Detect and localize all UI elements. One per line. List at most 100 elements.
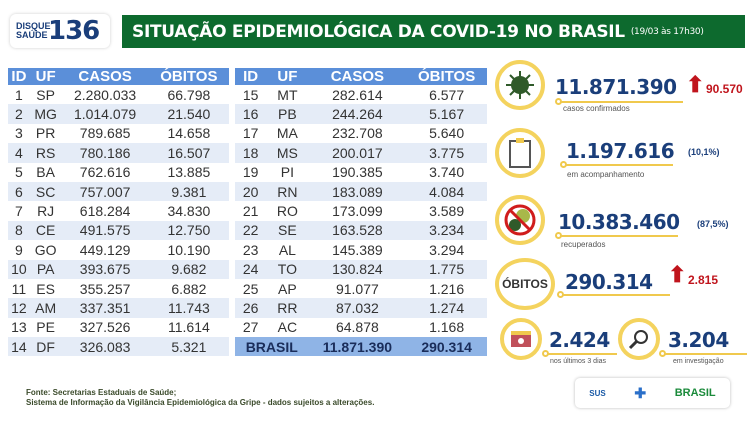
source-line2: Sistema de Informação da Vigilância Epid… bbox=[26, 398, 375, 407]
column-header: ID bbox=[8, 68, 30, 85]
table-cell: 7 bbox=[15, 203, 23, 220]
table-row: 20 RN 183.089 4.084 bbox=[235, 181, 487, 202]
confirmed-caption: casos confirmados bbox=[563, 104, 630, 113]
table-cell: 25 bbox=[242, 280, 259, 297]
table-cell: 173.099 bbox=[332, 203, 383, 220]
table-cell: MA bbox=[276, 125, 298, 142]
clipboard-icon bbox=[495, 128, 545, 178]
table-cell: 6.577 bbox=[429, 86, 465, 103]
table-cell: 1.168 bbox=[429, 319, 465, 336]
table-cell: 11.743 bbox=[148, 298, 229, 318]
government-logos: SUS ✚ BRASIL bbox=[575, 378, 730, 408]
plus-icon: ✚ bbox=[634, 384, 647, 401]
table-cell: 9.381 bbox=[148, 181, 229, 202]
table-cell: 26 bbox=[235, 298, 267, 318]
table-cell: 15 bbox=[242, 86, 259, 103]
table-cell: 393.675 bbox=[61, 259, 149, 279]
table-cell: 3.775 bbox=[406, 143, 487, 163]
table-cell: 14.658 bbox=[167, 125, 211, 142]
table-cell: 18 bbox=[235, 143, 267, 163]
table-cell: 200.017 bbox=[308, 143, 407, 163]
table-row: 3 PR 789.685 14.658 bbox=[8, 124, 229, 143]
table-cell: 22 bbox=[235, 220, 267, 241]
column-header: CASOS bbox=[61, 68, 149, 85]
recovered-caption: recuperados bbox=[561, 240, 606, 249]
monitoring-value: 1.197.616 bbox=[566, 139, 675, 163]
logo-line2: SAÚDE bbox=[16, 30, 48, 40]
table-cell: 244.264 bbox=[308, 104, 407, 124]
table-cell: 87.032 bbox=[308, 298, 407, 318]
table-cell: 4 bbox=[8, 143, 30, 163]
table-cell: 282.614 bbox=[332, 86, 383, 103]
disque-saude-logo: DISQUE SAÚDE 136 bbox=[10, 14, 110, 48]
column-header: ÓBITOS bbox=[406, 68, 487, 85]
table-cell: RO bbox=[276, 203, 298, 220]
table-cell: MG bbox=[29, 104, 62, 124]
table-cell: 1.216 bbox=[429, 280, 465, 297]
column-header: UF bbox=[29, 68, 62, 85]
monitoring-caption: em acompanhamento bbox=[567, 170, 645, 179]
table-cell: PR bbox=[35, 125, 56, 142]
table-cell: PI bbox=[280, 164, 294, 181]
table-cell: PB bbox=[266, 104, 309, 124]
table-cell: 13.885 bbox=[167, 164, 211, 181]
total-row: BRASIL 11.871.390 290.314 bbox=[235, 337, 487, 357]
table-cell: 12 bbox=[8, 298, 30, 318]
deaths-label: ÓBITOS bbox=[495, 258, 555, 310]
column-header: CASOS bbox=[308, 68, 407, 85]
table-cell: 355.257 bbox=[79, 280, 131, 297]
table-row: 21 RO 173.099 3.589 bbox=[235, 201, 487, 220]
table-cell: 10.190 bbox=[167, 241, 211, 258]
table-cell: AM bbox=[29, 298, 62, 318]
table-cell: 20 bbox=[235, 181, 267, 202]
table-cell: CE bbox=[29, 220, 62, 241]
table-cell: 6 bbox=[8, 181, 30, 202]
table-cell: 64.878 bbox=[335, 319, 379, 336]
total-cases: 11.871.390 bbox=[308, 337, 407, 357]
table-row: 10 PA 393.675 9.682 bbox=[8, 259, 229, 279]
table-row: 9 GO 449.129 10.190 bbox=[8, 240, 229, 259]
table-row: 8 CE 491.575 12.750 bbox=[8, 220, 229, 241]
table-row: 2 MG 1.014.079 21.540 bbox=[8, 104, 229, 124]
table-cell: 91.077 bbox=[335, 280, 379, 297]
source-note: Fonte: Secretarias Estaduais de Saúde; S… bbox=[26, 388, 374, 408]
table-cell: 1.775 bbox=[406, 259, 487, 279]
table-cell: 1.014.079 bbox=[61, 104, 149, 124]
table-cell: 16 bbox=[235, 104, 267, 124]
table-cell: 16.507 bbox=[148, 143, 229, 163]
table-cell: 3.740 bbox=[429, 164, 465, 181]
table-cell: 9.682 bbox=[148, 259, 229, 279]
table-cell: RN bbox=[266, 181, 309, 202]
table-cell: 5.321 bbox=[148, 337, 229, 357]
table-cell: AC bbox=[277, 319, 298, 336]
table-cell: 449.129 bbox=[79, 241, 131, 258]
table-cell: 13 bbox=[11, 319, 27, 336]
table-cell: 326.083 bbox=[61, 337, 149, 357]
table-cell: MS bbox=[266, 143, 309, 163]
table-cell: BA bbox=[36, 164, 55, 181]
table-cell: 8 bbox=[8, 220, 30, 241]
table-cell: TO bbox=[266, 259, 309, 279]
table-cell: GO bbox=[34, 241, 57, 258]
logo-line1: DISQUE bbox=[16, 21, 51, 31]
magnifier-icon bbox=[618, 318, 660, 360]
table-cell: 19 bbox=[242, 164, 259, 181]
table-row: 25 AP 91.077 1.216 bbox=[235, 279, 487, 298]
table-row: 27 AC 64.878 1.168 bbox=[235, 318, 487, 337]
update-date: (19/03 às 17h30) bbox=[630, 26, 704, 37]
sus-logo: SUS bbox=[589, 388, 606, 398]
table-cell: 327.526 bbox=[79, 319, 131, 336]
table-row: 4 RS 780.186 16.507 bbox=[8, 143, 229, 163]
table-cell: 5.167 bbox=[406, 104, 487, 124]
table-cell: 11.614 bbox=[167, 319, 210, 336]
table-row: 23 AL 145.389 3.294 bbox=[235, 240, 487, 259]
table-row: 7 RJ 618.284 34.830 bbox=[8, 201, 229, 220]
table-cell: 3.294 bbox=[429, 241, 465, 258]
table-cell: 4.084 bbox=[406, 181, 487, 202]
logo-number: 136 bbox=[48, 16, 100, 46]
table-cell: 145.389 bbox=[332, 241, 383, 258]
table-cell: AP bbox=[278, 280, 297, 297]
table-cell: 757.007 bbox=[61, 181, 149, 202]
table-row: 5 BA 762.616 13.885 bbox=[8, 163, 229, 182]
table-cell: AL bbox=[278, 241, 296, 258]
